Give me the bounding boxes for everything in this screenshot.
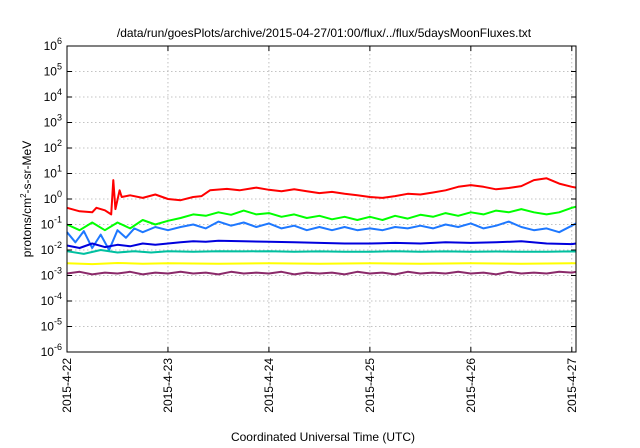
x-tick-labels: 2015-4-22 2015-4-23 2015-4-24 2015-4-25 2015… [60, 358, 579, 413]
y-tick-label-exp: -5 [54, 317, 62, 327]
series-line [66, 270, 577, 276]
y-tick-label: 10-3 [41, 266, 62, 283]
series-line [66, 205, 577, 232]
y-axis-label-prefix: protons/cm [20, 198, 34, 257]
y-tick-labels: 10-610-510-410-310-210-11001011021031041… [41, 36, 62, 359]
y-tick-label-base: 10 [41, 269, 55, 283]
y-tick-label-exp: -3 [54, 266, 62, 276]
y-tick-label-base: 10 [41, 345, 55, 359]
y-tick-label-exp: -1 [54, 215, 62, 225]
y-tick-label-base: 10 [44, 65, 58, 79]
x-tick-label: 2015-4-23 [161, 358, 175, 413]
y-axis-label-sup: 2 [19, 193, 28, 198]
x-tick-label: 2015-4-24 [262, 358, 276, 413]
y-tick-label-exp: 2 [57, 138, 62, 148]
y-tick-label: 102 [44, 138, 62, 155]
y-tick-label-exp: -6 [54, 342, 62, 352]
x-tick-label: 2015-4-22 [60, 358, 74, 413]
y-axis-label-suffix: -s-sr-MeV [20, 141, 34, 194]
y-tick-label: 101 [44, 164, 62, 181]
y-tick-label-exp: 5 [57, 62, 62, 72]
y-tick-label: 106 [44, 36, 62, 53]
y-tick-label-base: 10 [41, 320, 55, 334]
y-tick-label-exp: -4 [54, 291, 62, 301]
y-tick-label-exp: 3 [57, 113, 62, 123]
x-axis-label: Coordinated Universal Time (UTC) [231, 430, 415, 444]
y-tick-label-exp: 1 [57, 164, 62, 174]
y-tick-label-base: 10 [44, 192, 58, 206]
series-line [66, 239, 577, 249]
y-tick-label-base: 10 [44, 141, 58, 155]
y-tick-label-exp: 0 [57, 189, 62, 199]
y-tick-label-base: 10 [41, 243, 55, 257]
y-tick-label: 10-2 [41, 240, 62, 257]
x-tick-label: 2015-4-26 [464, 358, 478, 413]
y-tick-label-base: 10 [41, 294, 55, 308]
grid-lines [67, 46, 576, 352]
y-tick-label: 105 [44, 62, 62, 79]
series-group [66, 177, 577, 276]
y-tick-label-exp: -2 [54, 240, 62, 250]
y-tick-label: 103 [44, 113, 62, 130]
y-tick-label-exp: 6 [57, 36, 62, 46]
y-tick-label: 10-5 [41, 317, 62, 334]
y-tick-label-base: 10 [44, 39, 58, 53]
y-tick-label-base: 10 [44, 90, 58, 104]
x-tick-label: 2015-4-27 [565, 358, 579, 413]
y-tick-label: 100 [44, 189, 62, 206]
y-tick-label-base: 10 [44, 116, 58, 130]
y-tick-label-exp: 4 [57, 87, 62, 97]
chart-title: /data/run/goesPlots/archive/2015-04-27/0… [117, 26, 532, 40]
y-tick-label: 10-1 [41, 215, 62, 232]
y-tick-label-base: 10 [44, 167, 58, 181]
y-tick-label-base: 10 [41, 218, 55, 232]
y-tick-label: 104 [44, 87, 62, 104]
series-line [66, 249, 577, 255]
series-line [66, 262, 576, 266]
series-line [66, 177, 577, 216]
y-axis-label: protons/cm2-s-sr-MeV [19, 141, 34, 257]
axis-ticks [66, 45, 576, 353]
x-tick-label: 2015-4-25 [363, 358, 377, 413]
series-line [66, 220, 577, 251]
y-tick-label: 10-4 [41, 291, 62, 308]
y-tick-label: 10-6 [41, 342, 62, 359]
